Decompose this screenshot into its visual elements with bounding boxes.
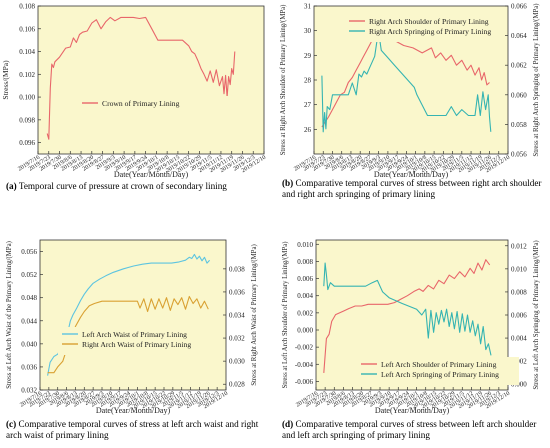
legend-box (78, 96, 228, 114)
chart-c: 0.032 0.036 0.040 0.044 0.048 0.052 0.056 0.028… (6, 239, 258, 415)
y2-tick-label: 0.000 (511, 381, 527, 389)
y-tick-label: 0.010 (297, 241, 313, 249)
y2-tick-label: 0.028 (229, 381, 245, 389)
y2-tick-label: 0.032 (229, 335, 245, 343)
y-axis-title: Stress at Left Arch Waist of the Primary… (6, 241, 13, 389)
legend-label: Left Arch Springing of Primary Lining (381, 370, 499, 379)
y2-tick-label: 0.006 (511, 312, 527, 320)
y2-axis-title: Stress at Right Arch Waist of Primary Li… (251, 244, 258, 385)
y-tick-label: 0.096 (19, 139, 35, 147)
chart-d: -0.006 -0.004 -0.002 0.000 0.002 0.004 0.006 0.… (282, 239, 540, 415)
caption-a-label: (a) (6, 181, 17, 191)
legend-label: Crown of Primary Lining (102, 99, 180, 108)
y2-tick-label: 0.012 (511, 242, 527, 250)
y-tick-label: 0.040 (21, 340, 37, 348)
series-line-1 (46, 16, 236, 140)
y-tick-label: 0.056 (21, 248, 37, 256)
y-tick-label: 28 (304, 77, 312, 85)
legend-box (357, 357, 519, 385)
y2-tick-label: 0.056 (511, 151, 527, 159)
caption-c-label: (c) (6, 419, 17, 429)
y2-tick-label: 0.004 (511, 335, 527, 343)
caption-c: (c) Comparative temporal curves of stres… (6, 419, 276, 441)
y2-tick-label: 0.058 (511, 121, 527, 129)
y-axis-title: Stress at Left Arch Shoulder of Primary … (282, 241, 289, 388)
caption-b-label: (b) (282, 178, 294, 188)
y2-tick-label: 0.064 (511, 32, 527, 40)
series-line-2 (323, 262, 492, 356)
legend-label: Right Arch Waist of Primary Lining (82, 340, 191, 349)
legend-box (345, 14, 505, 42)
y-tick-label: 0.036 (21, 363, 37, 371)
caption-d-label: (d) (282, 419, 294, 429)
caption-b-text: Comparative temporal curves of stress be… (282, 178, 542, 199)
y-tick-label: 0.004 (297, 292, 313, 300)
y-tick-label: 27 (304, 101, 312, 109)
caption-a-text: Temporal curve of pressure at crown of s… (18, 181, 227, 191)
y2-tick-label: 0.066 (511, 3, 527, 11)
y-tick-label: 0.000 (297, 327, 313, 335)
y-tick-label: 29 (304, 52, 312, 60)
y-tick-label: 0.006 (297, 275, 313, 283)
y2-tick-label: 0.036 (229, 288, 245, 296)
y-tick-label: -0.004 (295, 361, 314, 369)
caption-d-text: Comparative temporal curves of stress be… (282, 419, 537, 440)
y2-axis-title: Stress at Left Arch Springing of Primary… (533, 240, 540, 389)
caption-c-text: Comparative temporal curves of stress at… (6, 419, 259, 440)
x-axis-title: Date(Year/Month/Day) (374, 170, 449, 179)
legend-label: Left Arch Shoulder of Primary Lining (381, 360, 497, 369)
y2-tick-label: 0.038 (229, 265, 245, 273)
y-tick-label: 0.102 (19, 71, 35, 79)
y-tick-label: -0.002 (295, 344, 314, 352)
y-tick-label: 0.098 (19, 116, 35, 124)
y2-tick-label: 0.002 (511, 358, 527, 366)
y-axis-title: Stress at Right Arch Shoulder of Primary… (280, 5, 287, 156)
y-tick-label: 0.100 (19, 94, 35, 102)
x-axis-title: Date(Year/Month/Day) (96, 406, 171, 415)
y-tick-label: 0.104 (19, 48, 35, 56)
y-tick-label: 0.002 (297, 309, 313, 317)
y-tick-label: 0.048 (21, 294, 37, 302)
y-tick-label: 0.008 (297, 258, 313, 266)
y-tick-label: 26 (304, 126, 312, 134)
series-line-1 (321, 30, 490, 128)
legend-label: Right Arch Springing of Primary Lining (369, 27, 491, 36)
y2-tick-label: 0.060 (511, 91, 527, 99)
y2-tick-label: 0.010 (511, 265, 527, 273)
y-tick-label: 0.106 (19, 25, 35, 33)
legend-box (58, 327, 220, 355)
y-tick-label: 0.044 (21, 317, 37, 325)
y-tick-label: 30 (304, 27, 312, 35)
y-axis-title: Stress/(MPa) (1, 60, 10, 100)
y2-tick-label: 0.034 (229, 312, 245, 320)
caption-b: (b) Comparative temporal curves of stres… (282, 178, 546, 200)
y-tick-label: 0.052 (21, 271, 37, 279)
plot-area-c (39, 239, 227, 391)
y-tick-label: 0.108 (19, 3, 35, 11)
y2-tick-label: 0.008 (511, 288, 527, 296)
y2-axis-title: Stress at Right Arch Springing of Primar… (533, 3, 540, 156)
x-axis-title: Date(Year/Month/Day) (114, 170, 189, 179)
series-line-1 (323, 259, 491, 373)
y-tick-label: 0.032 (21, 387, 37, 395)
chart-b: 26 27 28 29 30 31 0.056 0.058 0.060 0.062 0.064 0.0… (280, 3, 540, 180)
caption-d: (d) Comparative temporal curves of stres… (282, 419, 546, 441)
legend-label: Left Arch Waist of Primary Lining (82, 330, 187, 339)
y2-tick-label: 0.062 (511, 62, 527, 70)
legend-label: Right Arch Shoulder of Primary Lining (369, 17, 489, 26)
y2-tick-label: 0.030 (229, 358, 245, 366)
x-axis-title: Date(Year/Month/Day) (375, 406, 450, 415)
y-tick-label: -0.006 (295, 378, 314, 386)
chart-a: 0.0960.0980.1000.1020.1040.1060.1082019/… (1, 3, 267, 180)
y-tick-label: 31 (304, 3, 312, 11)
caption-a: (a) Temporal curve of pressure at crown … (6, 181, 274, 192)
